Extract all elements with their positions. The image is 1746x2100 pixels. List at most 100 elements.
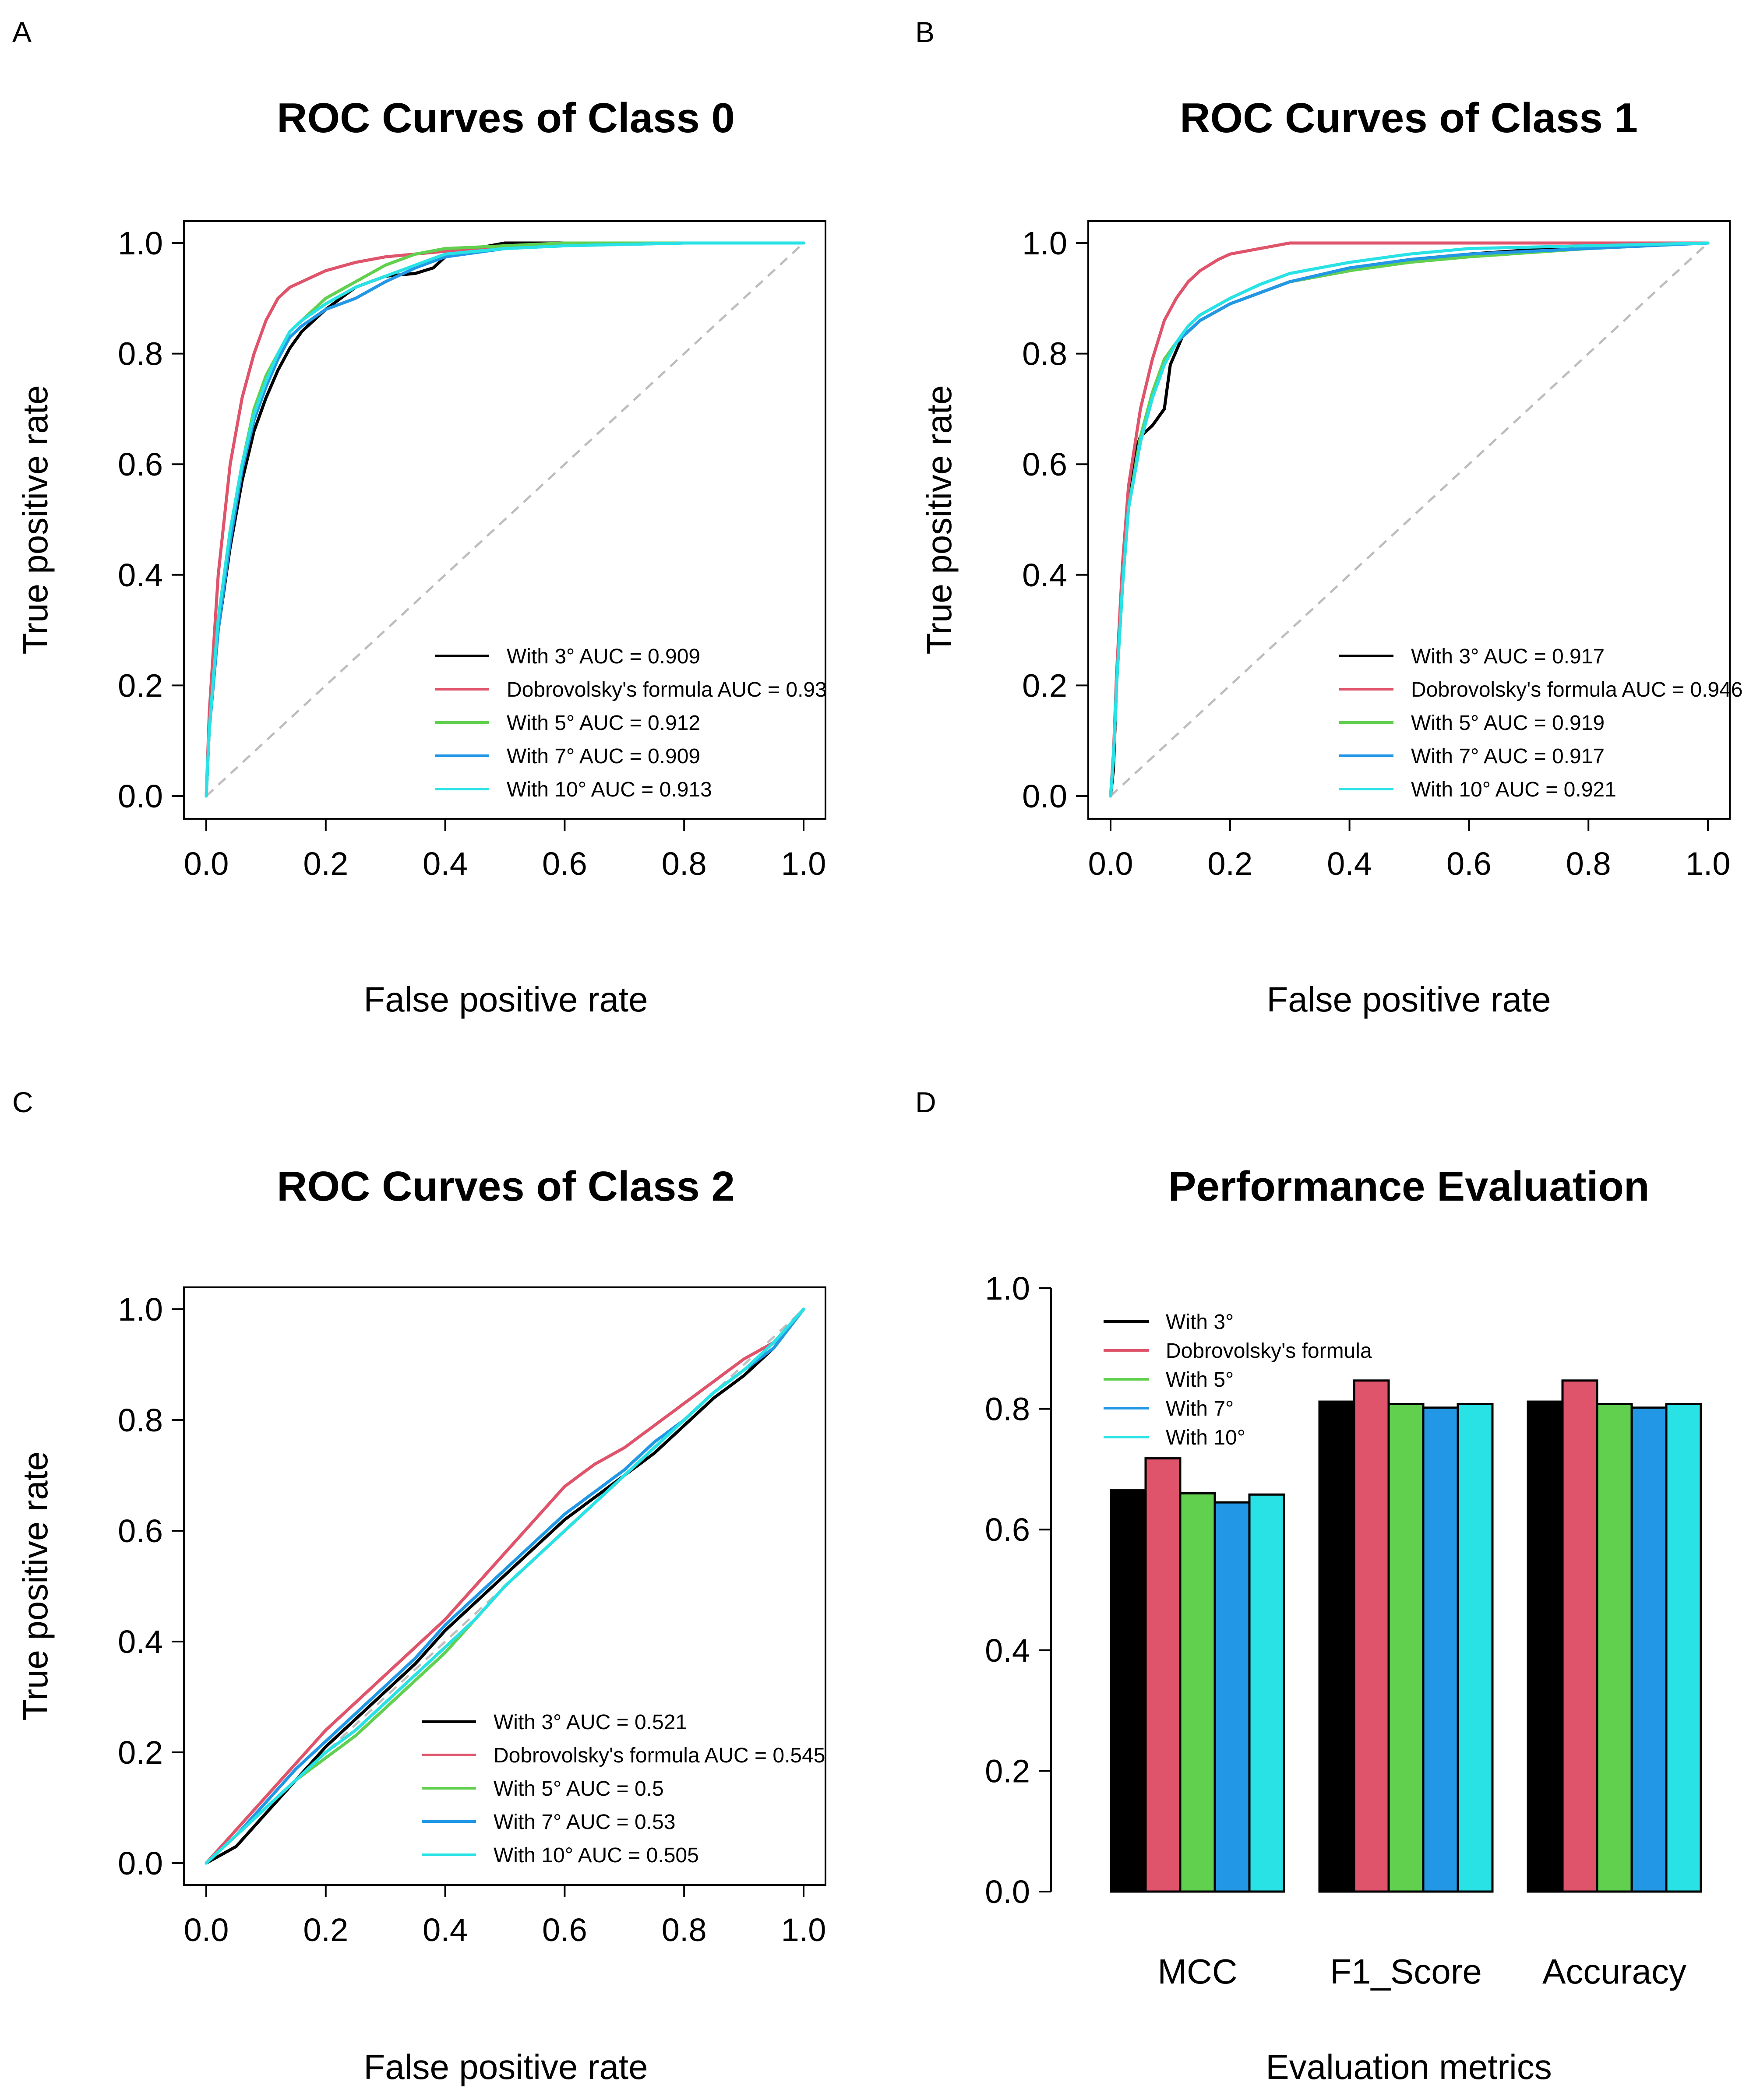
x-tick-label: 0.8 <box>1566 846 1611 882</box>
y-axis-label: True positive rate <box>16 385 55 654</box>
legend: With 3° AUC = 0.521 Dobrovolsky's formula… <box>422 1711 825 1867</box>
y-tick-label: 0.8 <box>118 1402 163 1438</box>
legend-entry-with-10: With 10° <box>1166 1426 1245 1449</box>
bar-f1-score-with-5 <box>1387 1403 1425 1893</box>
legend-entry-dobrovolsky-s-formula: Dobrovolsky's formula AUC = 0.946 <box>1411 678 1743 701</box>
y-tick-label: 0.6 <box>1022 446 1067 483</box>
y-tick-label: 1.0 <box>985 1270 1030 1307</box>
y-axis-label: True positive rate <box>920 385 959 654</box>
x-axis-label: False positive rate <box>1266 980 1551 1019</box>
x-tick-label: 0.4 <box>1327 846 1372 882</box>
x-tick-label: 0.4 <box>423 1912 468 1948</box>
bar-accuracy-with-3 <box>1527 1400 1564 1893</box>
roc-curve-with-10 <box>205 1307 805 1865</box>
x-tick-label: 0.4 <box>423 846 468 882</box>
y-tick-label: 0.0 <box>985 1874 1030 1910</box>
chart-title: ROC Curves of Class 0 <box>277 95 735 141</box>
legend-entry-with-3: With 3° AUC = 0.521 <box>494 1711 687 1734</box>
x-tick-label: 0.8 <box>662 846 707 882</box>
legend-entry-dobrovolsky-s-formula: Dobrovolsky's formula AUC = 0.545 <box>494 1744 825 1767</box>
bar-mcc-with-7 <box>1213 1501 1251 1893</box>
y-tick-label: 1.0 <box>1022 225 1067 261</box>
chart-title: ROC Curves of Class 2 <box>277 1163 735 1210</box>
y-tick-label: 0.6 <box>118 446 163 483</box>
legend-entry-with-10: With 10° AUC = 0.913 <box>507 778 712 801</box>
plot-frame <box>183 1286 826 1886</box>
y-tick-label: 1.0 <box>118 225 163 261</box>
x-axis-label: False positive rate <box>363 2047 648 2086</box>
x-axis-label: Evaluation metrics <box>1266 2047 1552 2086</box>
bar-f1-score-dobrovolsky-s-formula <box>1353 1379 1390 1893</box>
plot-frame <box>1087 220 1731 820</box>
y-tick-label: 0.2 <box>1022 667 1067 704</box>
legend-entry-with-3: With 3° AUC = 0.917 <box>1411 645 1605 668</box>
y-tick-label: 0.0 <box>118 778 163 814</box>
bar-f1-score-with-3 <box>1318 1400 1355 1893</box>
legend-entry-dobrovolsky-s-formula: Dobrovolsky's formula <box>1166 1339 1372 1363</box>
reference-diagonal <box>1110 242 1709 797</box>
legend-entry-with-10: With 10° AUC = 0.921 <box>1411 778 1616 801</box>
roc-curve-with-10 <box>205 241 805 798</box>
x-tick-label: 0.2 <box>1207 846 1252 882</box>
bar-mcc-dobrovolsky-s-formula <box>1144 1457 1182 1893</box>
y-tick-label: 0.4 <box>985 1632 1030 1669</box>
y-tick-label: 0.4 <box>118 1624 163 1660</box>
panel-letter-c: C <box>12 1086 33 1118</box>
y-tick-label: 0.2 <box>118 667 163 704</box>
x-tick-label: 1.0 <box>781 1912 826 1948</box>
y-axis-label: True positive rate <box>16 1451 55 1720</box>
x-tick-label: 0.6 <box>542 1912 587 1948</box>
y-tick-label: 0.8 <box>985 1391 1030 1427</box>
legend-entry-with-3: With 3° AUC = 0.909 <box>507 645 700 668</box>
legend-entry-with-7: With 7° AUC = 0.909 <box>507 745 700 768</box>
bar-accuracy-dobrovolsky-s-formula <box>1561 1379 1598 1893</box>
y-tick-label: 0.6 <box>985 1512 1030 1548</box>
panel-letter-b: B <box>915 16 935 48</box>
legend-entry-with-5: With 5° <box>1166 1368 1234 1392</box>
legend-entry-with-10: With 10° AUC = 0.505 <box>494 1844 699 1867</box>
x-tick-label: 0.6 <box>542 846 587 882</box>
performance-bar-chart: Performance Evaluation 0.0 0.2 0.4 0.6 0.8 1.… <box>985 1163 1702 2086</box>
bar-mcc-with-3 <box>1110 1489 1147 1893</box>
legend-entry-with-3: With 3° <box>1166 1311 1234 1334</box>
x-axis-label: False positive rate <box>363 980 648 1019</box>
roc-chart-class-0: ROC Curves of Class 0 0.0 0.2 0.4 0.6 0.8 1.0… <box>16 95 827 1019</box>
plot-frame <box>183 220 826 820</box>
y-tick-label: 0.8 <box>1022 336 1067 372</box>
x-tick-label: 0.0 <box>184 1912 229 1948</box>
legend: With 3° AUC = 0.917 Dobrovolsky's formula… <box>1339 645 1743 801</box>
chart-title: ROC Curves of Class 1 <box>1180 95 1638 141</box>
y-tick-label: 0.2 <box>985 1753 1030 1789</box>
chart-title: Performance Evaluation <box>1168 1163 1649 1210</box>
y-tick-label: 0.6 <box>118 1513 163 1549</box>
y-tick-label: 0.4 <box>118 557 163 593</box>
bar-f1-score-with-10 <box>1457 1403 1494 1893</box>
y-tick-label: 0.2 <box>118 1734 163 1771</box>
legend-entry-with-5: With 5° AUC = 0.919 <box>1411 712 1605 735</box>
x-tick-label: 1.0 <box>781 846 826 882</box>
panel-letter-a: A <box>12 16 32 48</box>
x-tick-label: 0.8 <box>662 1912 707 1948</box>
category-label-mcc: MCC <box>1157 1952 1237 1991</box>
legend-entry-with-5: With 5° AUC = 0.5 <box>494 1777 664 1801</box>
legend-entry-with-7: With 7° <box>1166 1397 1234 1420</box>
bar-mcc-with-5 <box>1179 1492 1216 1893</box>
bar-accuracy-with-7 <box>1630 1406 1668 1893</box>
legend: With 3° AUC = 0.909 Dobrovolsky's formula… <box>435 645 827 801</box>
category-label-f1-score: F1_Score <box>1330 1952 1482 1991</box>
x-tick-label: 0.0 <box>1088 846 1133 882</box>
bar-accuracy-with-10 <box>1665 1403 1702 1893</box>
y-tick-label: 0.0 <box>1022 778 1067 814</box>
y-tick-label: 0.8 <box>118 336 163 372</box>
x-tick-label: 0.2 <box>303 1912 348 1948</box>
legend: With 3° Dobrovolsky's formula With 5° With … <box>1104 1311 1372 1449</box>
category-label-accuracy: Accuracy <box>1542 1952 1686 1991</box>
x-tick-label: 1.0 <box>1686 846 1731 882</box>
y-tick-label: 0.4 <box>1022 557 1067 593</box>
bar-f1-score-with-7 <box>1422 1406 1459 1893</box>
panel-letter-d: D <box>915 1086 936 1118</box>
reference-diagonal <box>205 242 804 797</box>
legend-entry-with-7: With 7° AUC = 0.53 <box>494 1811 675 1834</box>
legend-entry-with-5: With 5° AUC = 0.912 <box>507 712 700 735</box>
